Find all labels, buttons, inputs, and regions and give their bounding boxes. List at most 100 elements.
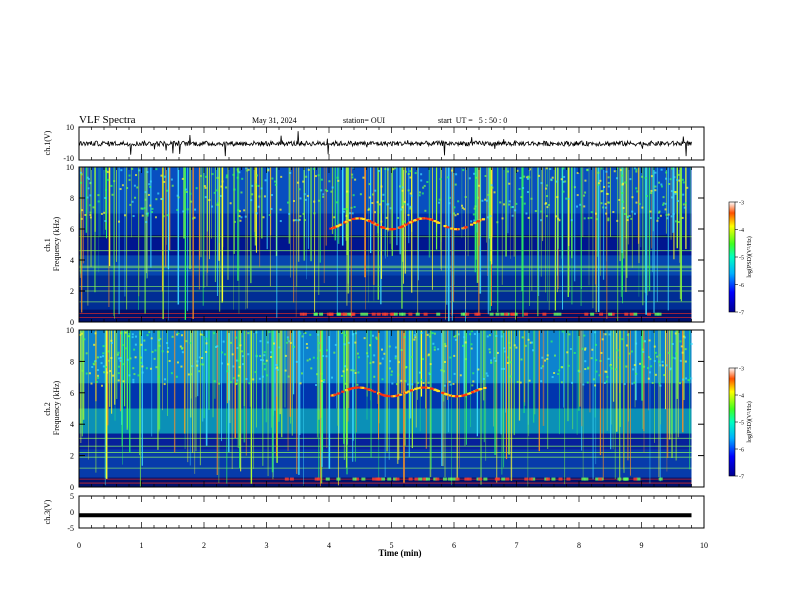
ch1-spectrogram-speck bbox=[392, 168, 395, 171]
ch2-spectrogram-speck bbox=[411, 383, 414, 386]
ch1-spectrogram-speck bbox=[151, 207, 154, 210]
ch2-spectrogram-speck bbox=[239, 344, 242, 347]
ch2-spectrogram-speck bbox=[509, 375, 512, 378]
ch1-spectrogram-speck bbox=[520, 196, 523, 199]
ch2-spectrogram-speck bbox=[502, 330, 505, 333]
ch2-spectrogram-speck bbox=[540, 367, 543, 370]
ch2-spectrogram-speck bbox=[166, 342, 169, 345]
ch1-spectrogram-speck bbox=[119, 188, 122, 191]
ch2-spectrogram-speck bbox=[553, 354, 556, 357]
ch2-spectrogram-speck bbox=[594, 331, 597, 334]
ch1-spectrogram-speck bbox=[260, 187, 263, 190]
ch1-spectrogram-speck bbox=[389, 207, 392, 210]
ch1-spectrogram-speck bbox=[453, 206, 456, 209]
ch2-spectrogram-speck bbox=[453, 354, 456, 357]
ch1-freq-ticks: 0 2 4 6 8 10 bbox=[66, 163, 704, 327]
ch2-spectrogram-speck bbox=[494, 359, 497, 362]
ch2-spectrogram-tone bbox=[345, 389, 349, 392]
ch2-spectrogram-tone bbox=[458, 395, 462, 398]
ch2-spectrogram-speck bbox=[238, 342, 241, 345]
ch3-line-panel: 5 0 -5 ch.3(V) bbox=[43, 492, 705, 533]
ch2-spectrogram-speck bbox=[394, 346, 397, 349]
ch1-spectrogram-speck bbox=[250, 199, 253, 202]
ch2-spectrogram-speck bbox=[569, 348, 572, 351]
ch2-spectrogram-speck bbox=[101, 384, 104, 387]
ch2-spectrogram-speck bbox=[346, 368, 349, 371]
ch1-spectrogram-speck bbox=[403, 200, 406, 203]
ch2-spectrogram-speck bbox=[259, 340, 262, 343]
ch2-spectrogram-speck bbox=[175, 375, 178, 378]
ch2-spectrogram-speck bbox=[531, 341, 534, 344]
ch2-spectrogram-speck bbox=[573, 351, 576, 354]
ch1-spectrogram-speck bbox=[216, 176, 219, 179]
ch2-spectrogram-lf-burst bbox=[467, 477, 472, 481]
ch1-spectrogram-speck bbox=[279, 208, 282, 211]
ch2-spectrogram-speck bbox=[167, 346, 170, 349]
ch1-spectrogram-lf-burst bbox=[608, 312, 613, 316]
ch1-spectrogram-tone bbox=[421, 217, 425, 220]
ch1-spectrogram-lf-burst bbox=[610, 312, 615, 316]
ch2-spectrogram-speck bbox=[519, 381, 522, 384]
ch1-spectrogram-speck bbox=[622, 207, 625, 210]
ch1-spectrogram-tone bbox=[409, 221, 413, 224]
ch2-spectrogram-speck bbox=[226, 370, 229, 373]
ch1-spectrogram-speck bbox=[243, 209, 246, 212]
ch2-spectrogram-speck bbox=[241, 355, 244, 358]
ch1-spectrogram-speck bbox=[645, 194, 648, 197]
ch1-spectrogram-speck bbox=[563, 175, 566, 178]
ch2-spectrogram-speck bbox=[544, 359, 547, 362]
ch2-spectrogram-speck bbox=[171, 335, 174, 338]
ch1-spectrogram-speck bbox=[166, 189, 169, 192]
ch1-spectrogram-speck bbox=[288, 212, 291, 215]
ch1-spectrogram-speck bbox=[523, 175, 526, 178]
ch2-spectrogram-speck bbox=[247, 353, 250, 356]
ch2-spectrogram-speck bbox=[500, 367, 503, 370]
ch2-spectrogram-tone bbox=[451, 395, 455, 398]
ch1-spectrogram-speck bbox=[485, 199, 488, 202]
ch1-spectrogram-speck bbox=[379, 203, 382, 206]
ch2-spectrogram-speck bbox=[266, 341, 269, 344]
ch2-spectrogram-speck bbox=[433, 332, 436, 335]
ch1-spectrogram-speck bbox=[677, 221, 680, 224]
ch2-spectrogram-speck bbox=[170, 372, 173, 375]
ch2-spectrogram-speck bbox=[164, 378, 167, 381]
ch1-spectrogram-speck bbox=[157, 192, 160, 195]
ch2-spectrogram-speck bbox=[623, 383, 626, 386]
ch1-spectrogram-speck bbox=[670, 190, 673, 193]
ch1-spectrogram-speck bbox=[120, 169, 123, 172]
ch1-spectrogram-speck bbox=[681, 216, 684, 219]
ch2-spectrogram-speck bbox=[391, 382, 394, 385]
ch2-spectrogram-speck bbox=[606, 375, 609, 378]
ch2-spectrogram-lf-burst bbox=[464, 477, 469, 481]
ch2-spectrogram-speck bbox=[181, 351, 184, 354]
ch1-spectrogram-speck bbox=[597, 182, 600, 185]
ch1-spectrogram-speck bbox=[128, 178, 131, 181]
ch1-spectrogram-speck bbox=[237, 209, 240, 212]
ch1-spectrogram-tone bbox=[407, 222, 411, 225]
ch2-spectrogram-speck bbox=[119, 332, 122, 335]
ch1-spectrogram-speck bbox=[204, 186, 207, 189]
ch1-spectrogram-speck bbox=[628, 214, 631, 217]
ch2-spectrogram-speck bbox=[236, 379, 239, 382]
ch1-spectrogram-speck bbox=[454, 183, 457, 186]
ch1-spectrogram-speck bbox=[312, 167, 315, 170]
ch1-spectrogram-lf-burst bbox=[399, 312, 404, 316]
ch1-spectrogram-speck bbox=[190, 200, 193, 203]
ch2-spectrogram-speck bbox=[557, 373, 560, 376]
ch1-spectrogram-speck bbox=[635, 187, 638, 190]
ch1-spectrogram-speck bbox=[371, 202, 374, 205]
ch2-spectrogram-speck bbox=[690, 377, 693, 380]
ch2-spectrogram-speck bbox=[394, 355, 397, 358]
ch1-spectrogram-speck bbox=[473, 172, 476, 175]
ch2-spectrogram-speck bbox=[235, 336, 238, 339]
ch1-spectrogram-lf-burst bbox=[384, 312, 389, 316]
ch2-spectrogram-speck bbox=[145, 367, 148, 370]
ch1-spectrogram-speck bbox=[635, 170, 638, 173]
ch2-spectrogram-speck bbox=[215, 345, 218, 348]
ch2-spectrogram-lf-burst bbox=[658, 477, 663, 481]
ch1-spectrogram-speck bbox=[418, 194, 421, 197]
ch2-spectrogram-tone bbox=[418, 386, 422, 389]
ch2-spectrogram-speck bbox=[223, 353, 226, 356]
ch2-spectrogram-speck bbox=[395, 383, 398, 386]
ch2-spectrogram-speck bbox=[117, 379, 120, 382]
